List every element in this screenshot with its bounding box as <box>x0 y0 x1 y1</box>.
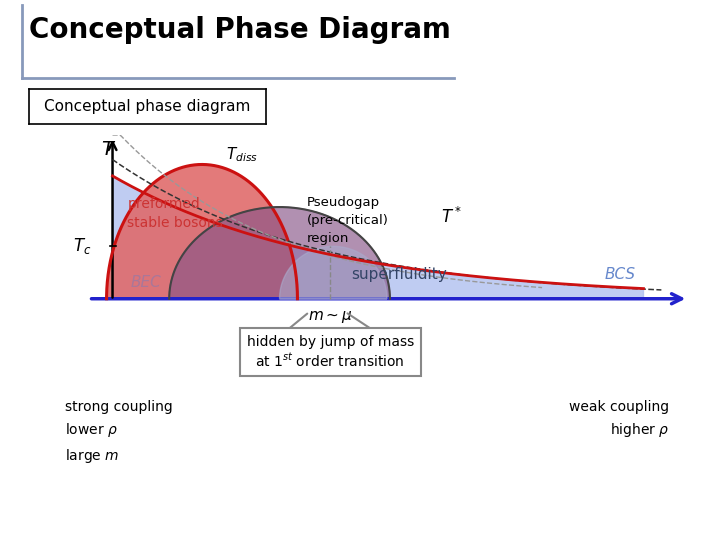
Text: Conceptual phase diagram: Conceptual phase diagram <box>45 99 251 114</box>
Polygon shape <box>107 165 297 299</box>
Text: hidden by jump of mass
at 1$^{st}$ order transition: hidden by jump of mass at 1$^{st}$ order… <box>247 335 414 369</box>
Text: $T_{diss}$: $T_{diss}$ <box>226 145 258 164</box>
Text: strong coupling
lower $\rho$
large $m$: strong coupling lower $\rho$ large $m$ <box>65 400 173 465</box>
Text: BCS: BCS <box>604 267 635 282</box>
Text: $T^*$: $T^*$ <box>441 207 462 227</box>
Text: Conceptual Phase Diagram: Conceptual Phase Diagram <box>29 16 451 44</box>
Text: $m\sim\mu$: $m\sim\mu$ <box>308 308 353 325</box>
Text: $T_c$: $T_c$ <box>73 237 91 256</box>
Text: superfluidity: superfluidity <box>351 267 447 282</box>
Text: preformed
stable bosons: preformed stable bosons <box>127 197 223 231</box>
Text: $T$: $T$ <box>101 140 116 159</box>
Text: weak coupling
higher $\rho$: weak coupling higher $\rho$ <box>570 400 670 440</box>
Polygon shape <box>279 246 387 299</box>
Polygon shape <box>112 176 644 299</box>
Text: Pseudogap
(pre-critical)
region: Pseudogap (pre-critical) region <box>307 195 388 245</box>
Polygon shape <box>169 207 390 299</box>
Text: BEC: BEC <box>130 275 161 290</box>
